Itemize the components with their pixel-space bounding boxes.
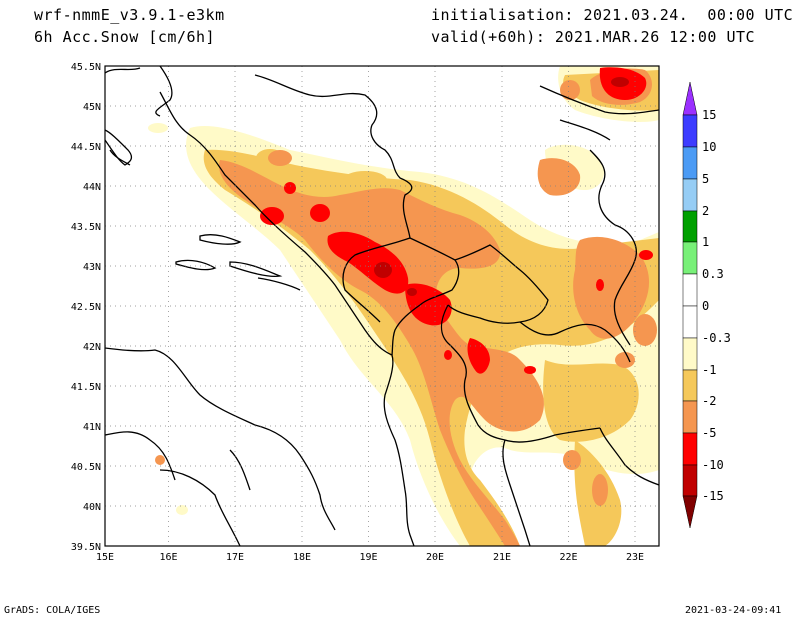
field-name: 6h Acc.Snow [cm/6h] — [34, 28, 216, 46]
lon-label: 20E — [426, 552, 444, 563]
snow-red-areas — [260, 67, 653, 374]
lat-label: 41.5N — [71, 382, 101, 393]
colorbar-label: 15 — [702, 108, 716, 122]
colorbar-swatch — [682, 146, 698, 180]
longitude-labels: 15E 16E 17E 18E 19E 20E 21E 22E 23E — [96, 552, 644, 563]
colorbar-swatch — [682, 337, 698, 371]
colorbar-swatch — [682, 241, 698, 275]
init-time: initialisation: 2021.03.24. 00:00 UTC — [431, 6, 794, 24]
lat-label: 40N — [83, 502, 101, 513]
snow-dark-areas — [374, 77, 629, 296]
colorbar-swatch — [682, 178, 698, 212]
lon-label: 23E — [626, 552, 644, 563]
colorbar-swatch — [682, 464, 698, 497]
colorbar-label: -1 — [702, 363, 716, 377]
colorbar-label: 2 — [702, 204, 709, 218]
lat-label: 44.5N — [71, 142, 101, 153]
colorbar-top-arrow — [682, 81, 698, 116]
colorbar-swatch — [682, 210, 698, 243]
colorbar-label: 0 — [702, 299, 709, 313]
lon-label: 18E — [293, 552, 311, 563]
colorbar-swatch — [682, 432, 698, 466]
lat-label: 45.5N — [71, 62, 101, 73]
snow-field — [105, 66, 659, 546]
colorbar-label: -10 — [702, 458, 724, 472]
colorbar-label: -2 — [702, 394, 716, 408]
render-timestamp: 2021-03-24-09:41 — [685, 605, 782, 616]
colorbar-label: -5 — [702, 426, 716, 440]
software-credit: GrADS: COLA/IGES — [4, 605, 101, 616]
lon-label: 19E — [359, 552, 377, 563]
lat-label: 43.5N — [71, 222, 101, 233]
lat-lon-grid — [105, 66, 659, 546]
valid-time: valid(+60h): 2021.MAR.26 12:00 UTC — [431, 28, 756, 46]
colorbar-bottom-arrow — [682, 495, 698, 529]
latitude-labels: 45.5N 45N 44.5N 44N 43.5N 43N 42.5N 42N … — [71, 62, 101, 553]
lat-label: 42.5N — [71, 302, 101, 313]
colorbar-swatch — [682, 305, 698, 339]
colorbar-swatch — [682, 400, 698, 434]
map-frame — [104, 65, 660, 547]
lon-label: 15E — [96, 552, 114, 563]
lat-label: 39.5N — [71, 542, 101, 553]
colorbar-labels: 15 10 5 2 1 0.3 0 -0.3 -1 -2 -5 -10 -15 — [702, 108, 731, 503]
colorbar-label: 1 — [702, 235, 709, 249]
coastlines-borders — [105, 66, 659, 546]
lon-label: 17E — [226, 552, 244, 563]
lat-label: 43N — [83, 262, 101, 273]
lon-label: 21E — [493, 552, 511, 563]
colorbar-label: -15 — [702, 489, 724, 503]
lat-label: 45N — [83, 102, 101, 113]
lon-label: 22E — [559, 552, 577, 563]
lat-label: 44N — [83, 182, 101, 193]
lat-label: 42N — [83, 342, 101, 353]
lat-label: 41N — [83, 422, 101, 433]
lon-label: 16E — [159, 552, 177, 563]
colorbar-label: 10 — [702, 140, 716, 154]
colorbar-swatch — [682, 369, 698, 402]
model-name: wrf-nmmE_v3.9.1-e3km — [34, 6, 225, 24]
colorbar-label: 5 — [702, 172, 709, 186]
lat-label: 40.5N — [71, 462, 101, 473]
colorbar-label: 0.3 — [702, 267, 724, 281]
colorbar-swatch — [682, 114, 698, 148]
colorbar-swatch — [682, 273, 698, 307]
colorbar-label: -0.3 — [702, 331, 731, 345]
colorbar — [682, 81, 698, 529]
